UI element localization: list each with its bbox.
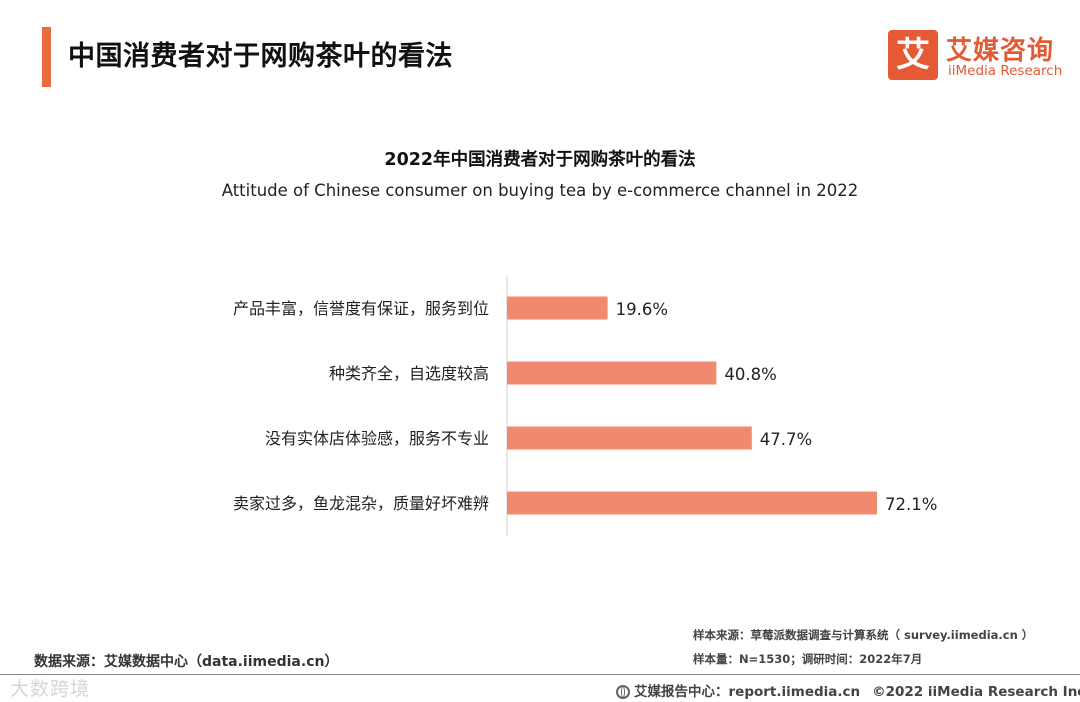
sample-source: 样本来源：草莓派数据调查与计算系统（ survey.iimedia.cn ） [693, 628, 1034, 642]
logo-chinese-name: 艾媒咨询 [946, 36, 1055, 66]
bar-1[interactable] [507, 296, 608, 320]
watermark: 大数跨境 [10, 678, 91, 700]
value-label-1: 19.6% [616, 300, 668, 319]
footer-divider [0, 674, 1080, 675]
chart-title: 2022年中国消费者对于网购茶叶的看法 [384, 150, 696, 170]
bar-4[interactable] [507, 491, 877, 515]
footer-links: 艾媒报告中心：report.iimedia.cn ©2022 iiMedia Re… [616, 680, 1080, 700]
category-label-4: 卖家过多，鱼龙混杂，质量好坏难辨 [233, 494, 489, 513]
category-label-3: 没有实体店体验感，服务不专业 [265, 429, 489, 448]
data-source: 数据来源：艾媒数据中心（data.iimedia.cn） [34, 654, 339, 670]
category-label-1: 产品丰富，信誉度有保证，服务到位 [233, 299, 489, 318]
report-center-link[interactable]: 艾媒报告中心：report.iimedia.cn [634, 684, 861, 700]
bar-3[interactable] [507, 426, 752, 450]
logo-english-name: iiMedia Research [948, 63, 1063, 79]
page-title: 中国消费者对于网购茶叶的看法 [68, 41, 453, 72]
copyright: ©2022 iiMedia Research Inc [872, 684, 1080, 700]
value-label-4: 72.1% [885, 495, 937, 514]
globe-icon [616, 685, 630, 699]
sample-info: 样本量：N=1530；调研时间：2022年7月 [693, 652, 923, 666]
bar-2[interactable] [507, 361, 717, 385]
logo-mark: 艾 [888, 30, 938, 80]
value-label-2: 40.8% [724, 365, 776, 384]
value-label-3: 47.7% [760, 430, 812, 449]
chart-subtitle: Attitude of Chinese consumer on buying t… [221, 181, 859, 200]
brand-logo[interactable]: 艾 艾媒咨询 iiMedia Research [888, 30, 1068, 82]
title-accent-bar [42, 27, 51, 87]
category-label-2: 种类齐全，自选度较高 [329, 364, 489, 383]
